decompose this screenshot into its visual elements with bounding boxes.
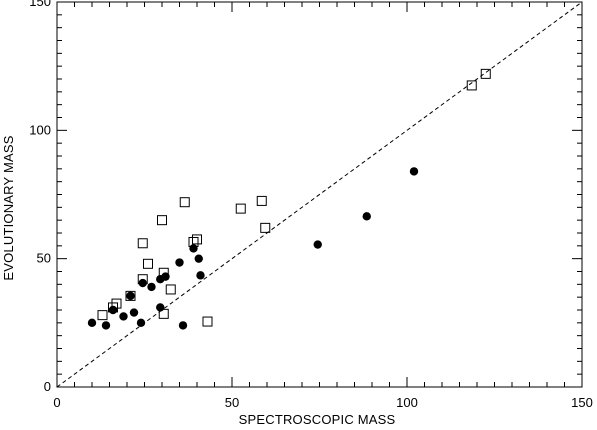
y-tick-label: 0 [44,379,51,394]
x-tick-label: 150 [571,395,593,410]
filled-circle-point [362,212,371,221]
filled-circle-point [87,318,97,328]
open-square-point [260,222,271,233]
open-square-point [202,316,213,327]
filled-circle-point [108,305,118,315]
filled-circle-point [161,272,170,281]
open-square-point [143,258,153,269]
x-tick-label: 50 [225,395,239,410]
open-square-point [235,203,246,214]
filled-circle-point [156,303,165,312]
open-square-point [480,68,491,79]
filled-circle-point [196,271,205,280]
open-square-point [125,290,136,301]
reference-line-layer [56,1,583,388]
y-tick-label: 50 [37,251,51,266]
filled-circle-point [101,321,111,330]
y-tick-label: 100 [29,122,51,137]
filled-circle-point [136,318,146,328]
y-tick-label: 150 [29,0,51,9]
filled-circle-point [194,254,203,263]
reference-line [56,1,583,388]
filled-circle-point [126,291,135,301]
tick-labels-layer: 0 50 100 150 0 50 100 150 [29,0,593,410]
open-square-point [108,302,118,313]
x-tick-label: 100 [396,395,418,410]
filled-circle-point [119,312,128,321]
open-square-point [256,195,267,206]
filled-circle-point [138,278,147,288]
open-square-point [158,308,169,319]
filled-circle-point [409,167,419,176]
axes-layer [56,1,583,388]
open-square-point [158,267,169,278]
filled-circle-point [175,258,184,267]
open-square-point [466,80,477,91]
open-square-point [137,274,148,285]
open-square-point [157,215,167,226]
open-square-point [179,197,190,208]
filled-circle-point [147,282,156,292]
filled-circle-point [178,321,188,330]
filled-circle-point [129,308,139,317]
filled-circle-point [189,244,198,253]
x-tick-label: 0 [53,395,60,410]
y-axis-title: EVOLUTIONARY MASS [1,135,16,280]
filled-circle-point [313,240,322,249]
open-square-point [111,298,122,309]
open-square-point [97,310,108,321]
open-square-point [188,236,199,247]
open-square-point [137,238,148,249]
open-square-point [165,284,176,295]
x-axis-title: SPECTROSCOPIC MASS [239,412,396,427]
data-points-layer [87,68,491,330]
open-square-point [192,234,202,245]
